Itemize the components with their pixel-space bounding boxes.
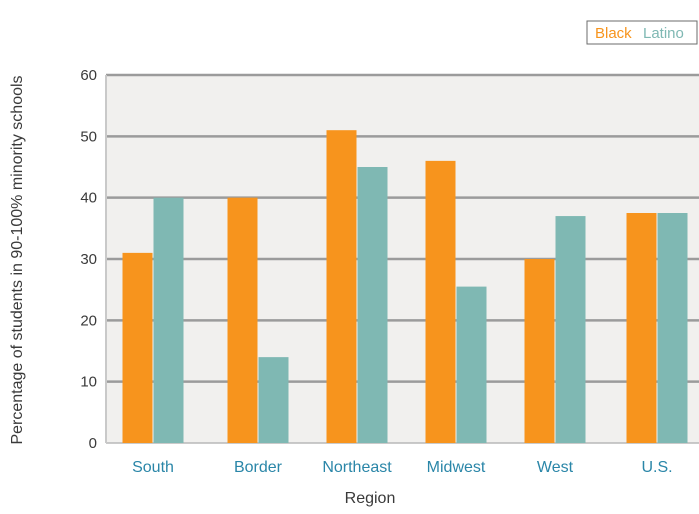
bars: [122, 130, 688, 443]
bar-black-us: [626, 213, 657, 443]
bar-latino-us: [657, 213, 688, 443]
bar-black-border: [227, 197, 258, 443]
y-tick-label: 20: [80, 312, 97, 329]
x-tick-label: Midwest: [427, 459, 486, 476]
y-tick-label: 40: [80, 190, 97, 207]
legend-box: [586, 20, 698, 45]
gridlines: [106, 73, 699, 444]
bar-black-south: [122, 252, 153, 443]
x-tick-label: U.S.: [641, 459, 672, 476]
legend-item-latino: Latino: [643, 25, 684, 42]
x-tick-label: Border: [234, 459, 283, 476]
bar-black-northeast: [326, 130, 357, 443]
y-tick-label: 60: [80, 67, 97, 84]
y-tick-label: 10: [80, 374, 97, 391]
legend: Black Latino: [586, 20, 698, 45]
y-tick-label: 30: [80, 251, 97, 268]
bar-latino-northeast: [357, 167, 388, 443]
bar-black-midwest: [425, 160, 456, 443]
x-tick-label: Northeast: [322, 459, 392, 476]
y-tick-label: 50: [80, 128, 97, 145]
y-axis-label: Percentage of students in 90-100% minori…: [9, 75, 26, 444]
bar-latino-midwest: [456, 286, 487, 443]
bar-latino-south: [153, 197, 184, 443]
y-tick-labels: 0 10 20 30 40 50 60: [80, 67, 97, 452]
bar-latino-west: [555, 216, 586, 443]
y-tick-label: 0: [89, 435, 97, 452]
x-category-labels: South Border Northeast Midwest West U.S.: [132, 459, 672, 476]
x-axis-label: Region: [345, 490, 396, 507]
legend-item-black: Black: [595, 25, 632, 42]
x-tick-label: West: [537, 459, 574, 476]
bar-latino-border: [258, 357, 289, 443]
x-tick-label: South: [132, 459, 174, 476]
bar-black-west: [524, 259, 555, 443]
